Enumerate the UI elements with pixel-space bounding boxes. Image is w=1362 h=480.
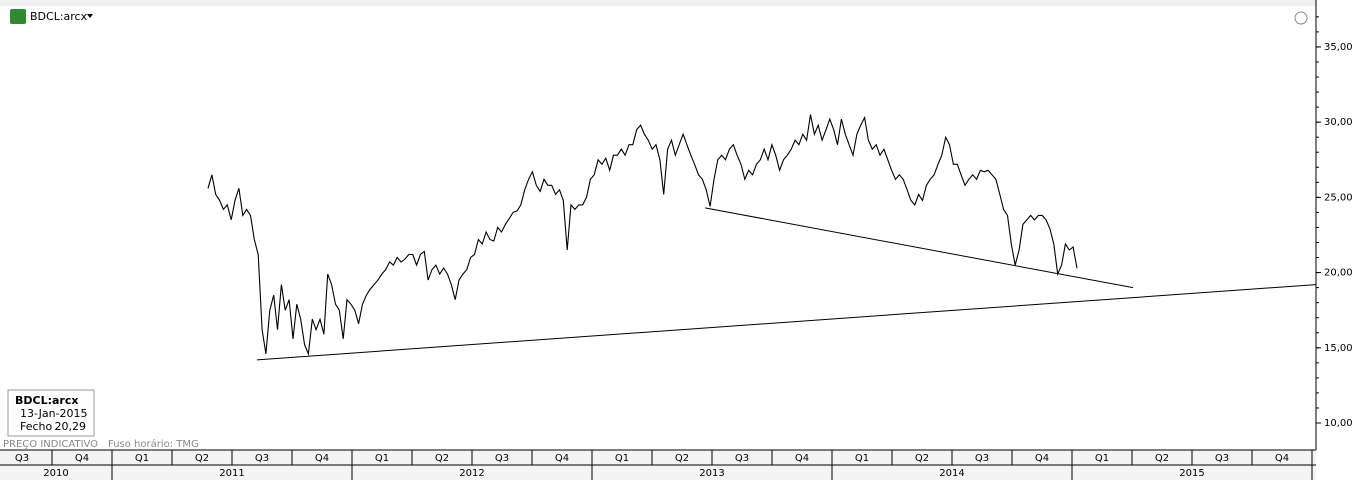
y-tick-label: 35,00 bbox=[1324, 42, 1353, 53]
top-strip bbox=[0, 0, 1316, 6]
quarter-label: Q4 bbox=[75, 453, 89, 464]
y-tick-label: 10,00 bbox=[1324, 418, 1353, 429]
quarter-label: Q3 bbox=[975, 453, 989, 464]
year-label: 2010 bbox=[43, 468, 68, 479]
quarter-label: Q2 bbox=[435, 453, 449, 464]
symbol-icon bbox=[10, 9, 26, 24]
quarter-label: Q3 bbox=[255, 453, 269, 464]
year-label: 2013 bbox=[699, 468, 724, 479]
year-label: 2014 bbox=[939, 468, 964, 479]
clock-icon[interactable] bbox=[1294, 11, 1308, 25]
trendline bbox=[704, 207, 1134, 289]
footer-timezone: Fuso horário: TMG bbox=[108, 438, 199, 450]
info-date: 13-Jan-2015 bbox=[20, 407, 88, 420]
info-close-label: Fecho bbox=[20, 420, 53, 433]
footer-note: PREÇO INDICATIVO bbox=[3, 439, 98, 450]
quarter-label: Q3 bbox=[1215, 453, 1229, 464]
dropdown-arrow[interactable] bbox=[87, 14, 93, 18]
y-tick-label: 15,00 bbox=[1324, 343, 1353, 354]
year-label: 2012 bbox=[459, 468, 484, 479]
quarter-label: Q4 bbox=[795, 453, 809, 464]
year-label: 2011 bbox=[219, 468, 244, 479]
quarter-label: Q1 bbox=[135, 453, 149, 464]
symbol-header[interactable]: BDCL:arcx bbox=[10, 9, 93, 24]
quarter-label: Q2 bbox=[675, 453, 689, 464]
year-label: 2015 bbox=[1179, 468, 1204, 479]
y-tick-label: 20,00 bbox=[1324, 268, 1353, 279]
quarter-label: Q1 bbox=[615, 453, 629, 464]
info-close: 20,29 bbox=[55, 420, 87, 433]
quarter-label: Q2 bbox=[915, 453, 929, 464]
quarter-label: Q4 bbox=[1035, 453, 1049, 464]
quarter-label: Q1 bbox=[375, 453, 389, 464]
quarter-label: Q2 bbox=[195, 453, 209, 464]
y-tick-label: 25,00 bbox=[1324, 192, 1353, 203]
quarter-label: Q2 bbox=[1155, 453, 1169, 464]
quarter-label: Q3 bbox=[495, 453, 509, 464]
quarter-label: Q3 bbox=[735, 453, 749, 464]
symbol-title[interactable]: BDCL:arcx bbox=[30, 10, 88, 23]
quarter-label: Q1 bbox=[855, 453, 869, 464]
y-tick-label: 30,00 bbox=[1324, 117, 1353, 128]
quarter-label: Q4 bbox=[555, 453, 569, 464]
trendline bbox=[256, 284, 1317, 361]
quarter-label: Q4 bbox=[315, 453, 329, 464]
quarter-label: Q1 bbox=[1095, 453, 1109, 464]
quarter-label: Q3 bbox=[15, 453, 29, 464]
info-symbol: BDCL:arcx bbox=[15, 394, 78, 407]
price-line bbox=[207, 114, 1078, 356]
info-box bbox=[7, 389, 95, 437]
quarter-label: Q4 bbox=[1275, 453, 1289, 464]
